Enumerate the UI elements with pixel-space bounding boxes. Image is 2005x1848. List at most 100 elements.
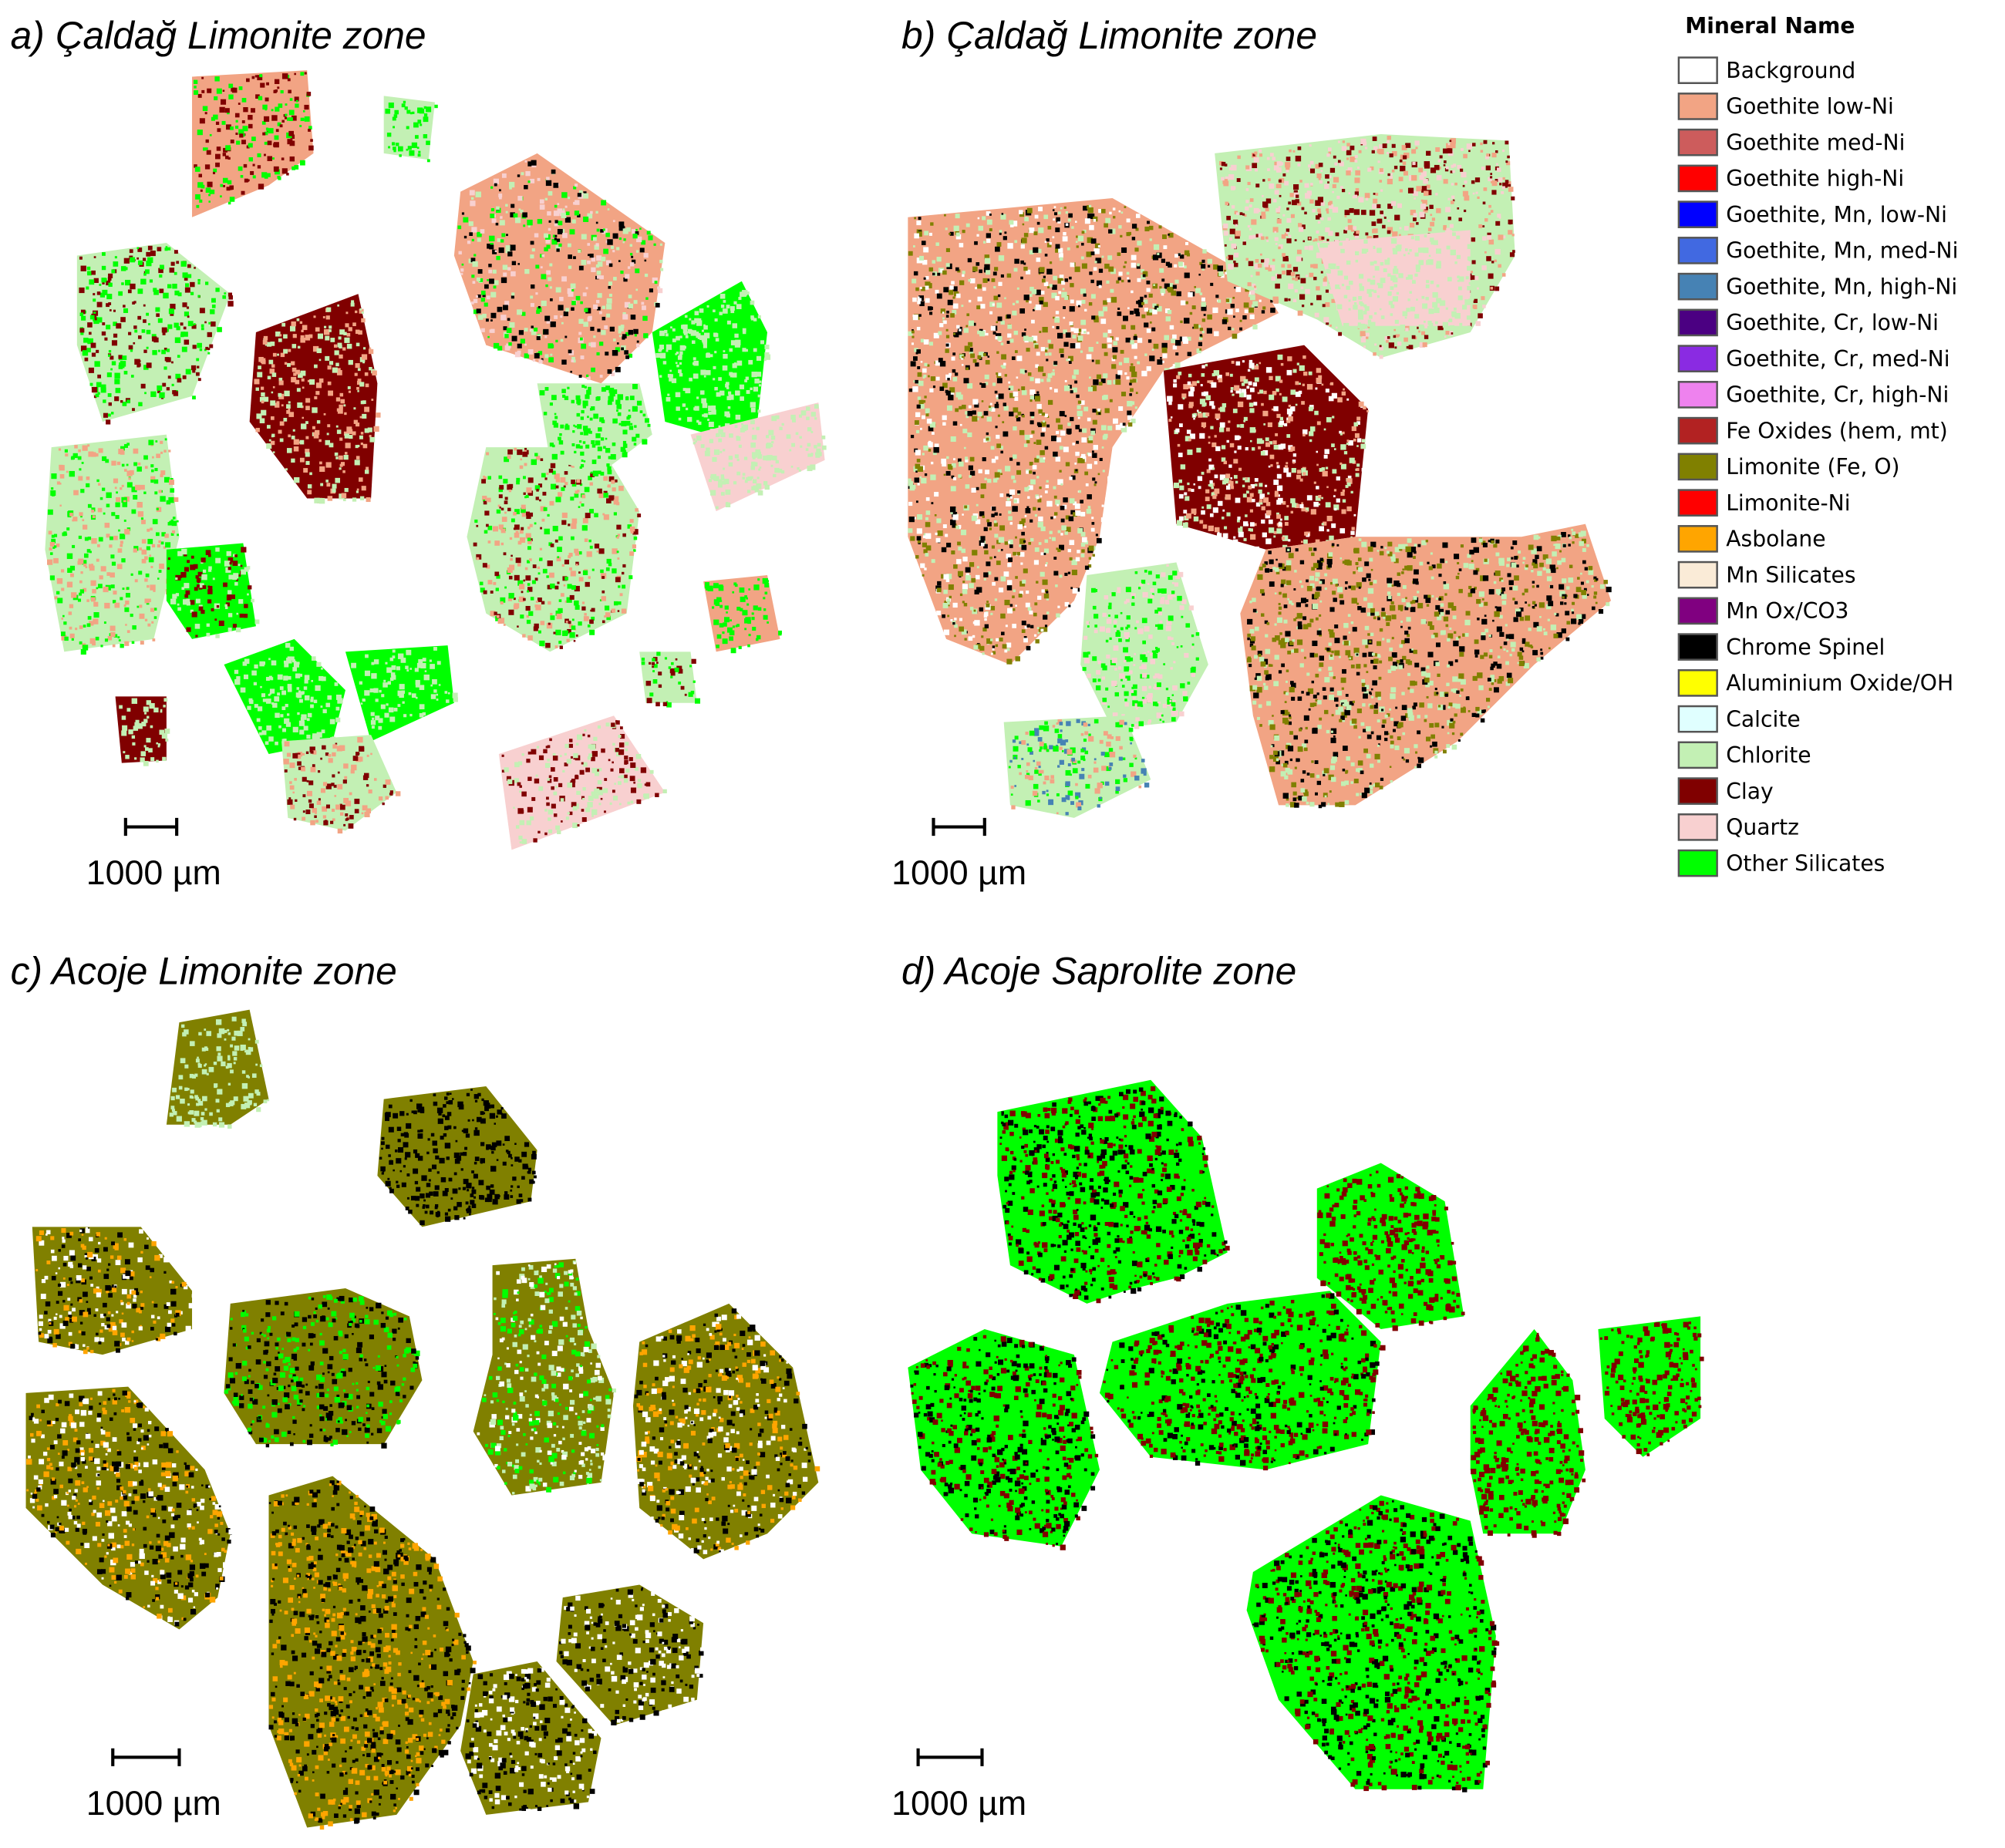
mineral-grain [597, 328, 601, 332]
mineral-grain [946, 542, 952, 548]
mineral-grain [74, 445, 78, 449]
mineral-grain [1161, 258, 1166, 263]
mineral-grain [991, 278, 996, 282]
mineral-grain [254, 664, 258, 669]
mineral-grain [89, 550, 92, 554]
mineral-grain [1262, 306, 1266, 310]
mineral-grain [519, 820, 525, 826]
mineral-grain [981, 400, 984, 402]
mineral-grain [584, 729, 587, 732]
mineral-grain [498, 494, 503, 499]
mineral-grain [534, 604, 538, 608]
mineral-grain [961, 364, 964, 366]
mineral-grain [333, 784, 337, 788]
mineral-grain [1183, 265, 1187, 269]
mineral-grain [1160, 357, 1162, 359]
mineral-grain [511, 292, 515, 296]
mineral-grain [948, 394, 954, 401]
mineral-grain [291, 376, 297, 382]
mineral-grain [221, 120, 226, 125]
mineral-grain [1144, 226, 1150, 232]
mineral-grain [537, 566, 540, 570]
mineral-grain [995, 456, 999, 460]
mineral-grain [975, 519, 981, 524]
mineral-grain [591, 815, 594, 817]
mineral-grain [547, 778, 550, 781]
mineral-grain [167, 557, 170, 560]
mineral-grain [983, 411, 989, 416]
mineral-grain [170, 488, 175, 493]
mineral-grain [583, 430, 588, 436]
mineral-grain [339, 804, 345, 810]
mineral-grain [1046, 378, 1051, 382]
mineral-grain [524, 463, 527, 466]
mineral-grain [246, 78, 250, 82]
mineral-grain [592, 470, 599, 476]
mineral-grain [238, 86, 243, 90]
mineral-grain [1070, 390, 1073, 394]
mineral-grain [348, 823, 354, 829]
mineral-grain [546, 472, 549, 475]
mineral-grain [561, 192, 568, 198]
mineral-grain [924, 567, 927, 571]
mineral-grain [591, 257, 596, 262]
mineral-grain [150, 725, 153, 729]
mineral-grain [642, 413, 646, 417]
mineral-grain [1107, 298, 1111, 303]
mineral-grain [509, 186, 512, 190]
mineral-grain [988, 406, 991, 409]
mineral-grain [1033, 612, 1037, 617]
mineral-grain [1007, 333, 1012, 338]
mineral-grain [620, 446, 626, 453]
mineral-grain [930, 222, 934, 226]
mineral-grain [291, 361, 295, 365]
mineral-grain [1017, 523, 1023, 530]
mineral-grain [1004, 466, 1011, 472]
mineral-grain [264, 153, 266, 157]
mineral-grain [581, 503, 585, 507]
mineral-grain [202, 585, 207, 589]
mineral-grain [588, 796, 594, 801]
mineral-grain [490, 319, 493, 321]
mineral-grain [417, 107, 423, 113]
mineral-grain [998, 281, 1002, 286]
mineral-grain [139, 547, 142, 550]
mineral-grain [195, 635, 198, 638]
mineral-grain [630, 315, 636, 320]
mineral-grain [283, 675, 288, 681]
mineral-grain [1144, 353, 1147, 356]
mineral-grain [1184, 250, 1190, 256]
mineral-grain [950, 519, 956, 526]
mineral-grain [972, 322, 976, 326]
mineral-grain [507, 455, 511, 459]
mineral-grain [558, 492, 563, 497]
mineral-grain [172, 284, 177, 289]
mineral-grain [570, 780, 575, 784]
mineral-grain [1074, 503, 1080, 509]
mineral-grain [1077, 410, 1083, 416]
mineral-grain [1023, 335, 1029, 342]
mineral-grain [724, 617, 730, 623]
mineral-grain [1252, 325, 1258, 330]
mineral-grain [688, 692, 693, 697]
mineral-grain [117, 548, 123, 553]
mineral-grain [596, 352, 600, 356]
mineral-grain [949, 595, 952, 599]
mineral-grain [578, 190, 583, 194]
mineral-grain [534, 453, 538, 456]
mineral-grain [585, 394, 590, 399]
mineral-grain [613, 601, 618, 606]
mineral-grain [354, 459, 360, 466]
mineral-grain [399, 692, 404, 698]
mineral-grain [1041, 589, 1045, 593]
mineral-grain [598, 492, 605, 499]
mineral-grain [932, 432, 935, 435]
mineral-grain [691, 658, 696, 664]
mineral-grain [359, 308, 362, 311]
mineral-grain [424, 670, 427, 672]
mineral-grain [654, 281, 658, 284]
mineral-grain [362, 413, 367, 419]
mineral-grain [579, 337, 583, 341]
mineral-grain [1049, 261, 1053, 264]
mineral-grain [556, 238, 561, 242]
